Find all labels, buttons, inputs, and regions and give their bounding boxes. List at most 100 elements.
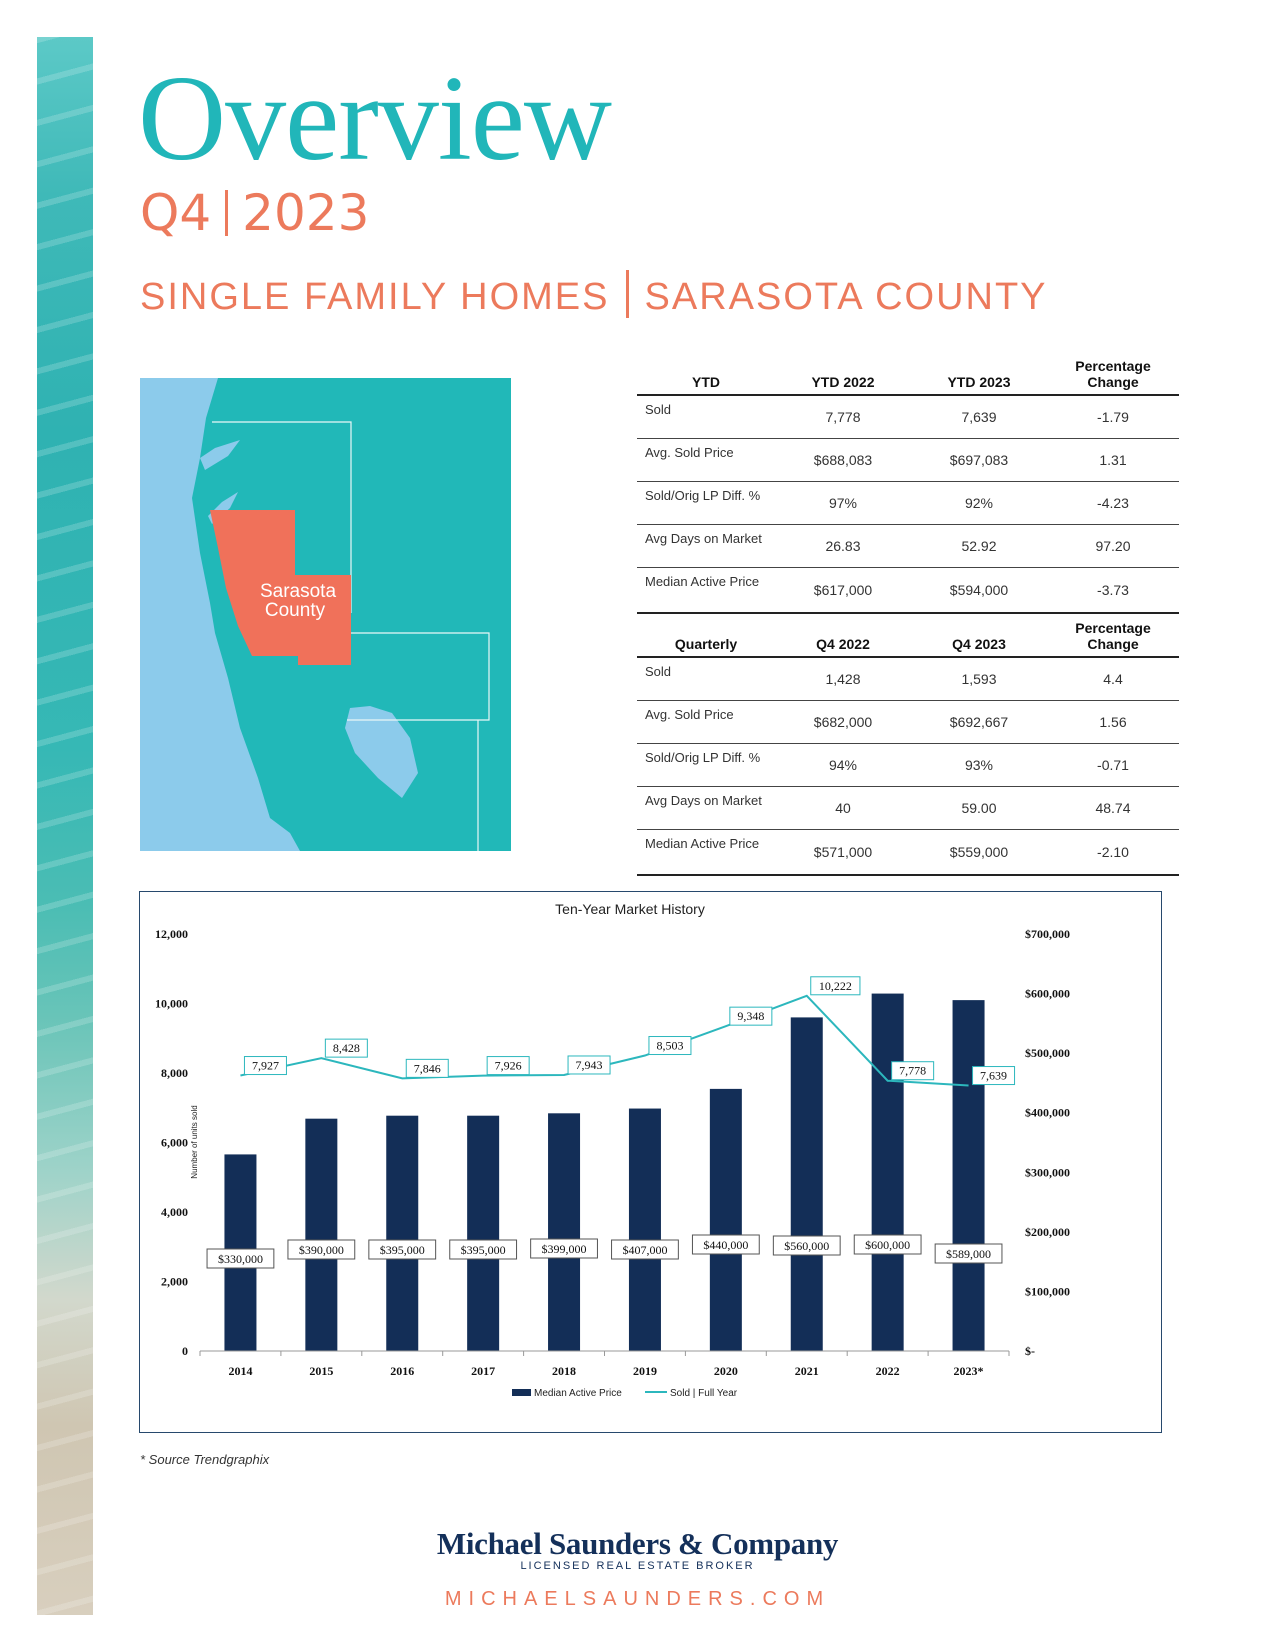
bar-median-active-price (871, 993, 904, 1351)
line-point-label-box (729, 1006, 773, 1026)
x-tick-label: 2022 (876, 1364, 900, 1378)
county-border (212, 421, 352, 613)
table-cell: -3.73 (1047, 567, 1179, 614)
line-point-label-box (567, 1055, 611, 1075)
y-left-tick-label: 8,000 (161, 1066, 188, 1080)
table-cell: 4.4 (1047, 657, 1179, 701)
line-point-label-box (486, 1056, 530, 1076)
y-right-tick-label: $300,000 (1025, 1165, 1070, 1179)
y-left-tick-label: 6,000 (161, 1136, 188, 1150)
source-note: * Source Trendgraphix (140, 1452, 270, 1467)
bar-median-active-price (628, 1108, 661, 1351)
table-cell: $682,000 (775, 700, 911, 744)
table-cell: 1.31 (1047, 438, 1179, 482)
row-label: Avg. Sold Price (637, 700, 775, 744)
y-right-tick-label: $- (1025, 1344, 1035, 1358)
column-header-line1: Percentage (1075, 620, 1151, 636)
line-point-label-box (648, 1036, 692, 1056)
table-cell: 93% (911, 743, 1047, 787)
y-right-tick-label: $100,000 (1025, 1284, 1070, 1298)
table-cell: -2.10 (1047, 829, 1179, 876)
row-label: Median Active Price (637, 567, 775, 614)
legend-bar-label: Median Active Price (534, 1388, 622, 1399)
quarterly-stats-table: Quarterly Q4 2022 Q4 2023 Percentage Chan… (637, 620, 1179, 876)
line-point-label-box (324, 1038, 368, 1058)
column-header: Quarterly (637, 620, 775, 658)
table-row: Median Active Price $617,000 $594,000 -3.73 (637, 567, 1179, 614)
table-cell: 94% (775, 743, 911, 787)
column-header: Percentage Change (1047, 358, 1179, 396)
y-left-tick-label: 12,000 (155, 927, 188, 941)
x-tick-label: 2019 (633, 1364, 657, 1378)
y-right-tick-label: $700,000 (1025, 927, 1070, 941)
bar-value-label-box (368, 1239, 437, 1260)
ytd-stats-table: YTD YTD 2022 YTD 2023 Percentage Change S… (637, 358, 1179, 614)
table-cell: $594,000 (911, 567, 1047, 614)
line-point-label-box (243, 1056, 287, 1076)
x-tick-label: 2014 (228, 1364, 252, 1378)
row-label: Sold/Orig LP Diff. % (637, 743, 775, 787)
brand-tagline: LICENSED REAL ESTATE BROKER (520, 1560, 755, 1572)
y-right-tick-label: $500,000 (1025, 1046, 1070, 1060)
brand-logo: Michael Saunders & Company (436, 1526, 839, 1561)
row-label: Sold/Orig LP Diff. % (637, 481, 775, 525)
table-cell: $692,667 (911, 700, 1047, 744)
county-map: Sarasota County (140, 378, 511, 851)
quarter-label: Q4 (140, 184, 212, 242)
divider (225, 190, 229, 236)
table-cell: $617,000 (775, 567, 911, 614)
table-cell: 52.92 (911, 524, 1047, 568)
y-left-tick-label: 0 (182, 1344, 188, 1358)
line-point-label-box (891, 1061, 935, 1081)
bar-value-label: $399,000 (542, 1242, 587, 1256)
period-heading: Q4 2023 (140, 188, 369, 238)
bar-value-label-box (691, 1234, 760, 1255)
table-row: Sold/Orig LP Diff. % 97% 92% -4.23 (637, 481, 1179, 525)
website-link[interactable]: MICHAELSAUNDERS.COM (444, 1588, 831, 1610)
line-point-label-box (405, 1058, 449, 1078)
row-label: Avg Days on Market (637, 786, 775, 830)
bar-median-active-price (548, 1113, 581, 1351)
bar-value-label: $407,000 (622, 1243, 667, 1257)
table-cell: 7,778 (775, 395, 911, 439)
bar-median-active-price (790, 1017, 823, 1351)
table-cell: $559,000 (911, 829, 1047, 876)
beach-photo-strip (37, 37, 93, 1615)
county-map-svg: Sarasota County (140, 378, 511, 851)
x-tick-label: 2018 (552, 1364, 576, 1378)
line-point-label: 7,943 (576, 1058, 603, 1072)
table-cell: 1,428 (775, 657, 911, 701)
map-label-line1: Sarasota (260, 581, 336, 602)
column-header-line1: Percentage (1075, 358, 1151, 374)
bar-value-label-box (611, 1239, 679, 1260)
bar-value-label: $390,000 (299, 1243, 344, 1257)
column-header: Q4 2022 (775, 620, 911, 658)
bar-value-label: $560,000 (784, 1239, 829, 1253)
bar-value-label-box (934, 1243, 1003, 1264)
table-row: Avg Days on Market 26.83 52.92 97.20 (637, 524, 1179, 568)
bar-value-label: $440,000 (703, 1238, 748, 1252)
row-label: Sold (637, 657, 775, 701)
y-right-tick-label: $200,000 (1025, 1225, 1070, 1239)
y-right-tick-label: $400,000 (1025, 1106, 1070, 1120)
county-border (347, 632, 490, 721)
column-header: Percentage Change (1047, 620, 1179, 658)
line-point-label: 8,503 (656, 1039, 683, 1053)
y-left-tick-label: 10,000 (155, 997, 188, 1011)
bar-value-label-box (449, 1239, 518, 1260)
sarasota-county-region (210, 510, 351, 665)
bar-median-active-price (952, 1000, 985, 1351)
year-label: 2023 (242, 184, 370, 242)
row-label: Avg. Sold Price (637, 438, 775, 482)
y-left-tick-label: 4,000 (161, 1205, 188, 1219)
x-tick-label: 2023* (954, 1364, 984, 1378)
table-cell: 1.56 (1047, 700, 1179, 744)
table-cell: 7,639 (911, 395, 1047, 439)
table-cell: 97% (775, 481, 911, 525)
line-point-label-box (972, 1066, 1016, 1086)
row-label: Median Active Price (637, 829, 775, 876)
table-cell: 92% (911, 481, 1047, 525)
table-cell: $688,083 (775, 438, 911, 482)
table-cell: -1.79 (1047, 395, 1179, 439)
bar-value-label-box (530, 1238, 598, 1259)
